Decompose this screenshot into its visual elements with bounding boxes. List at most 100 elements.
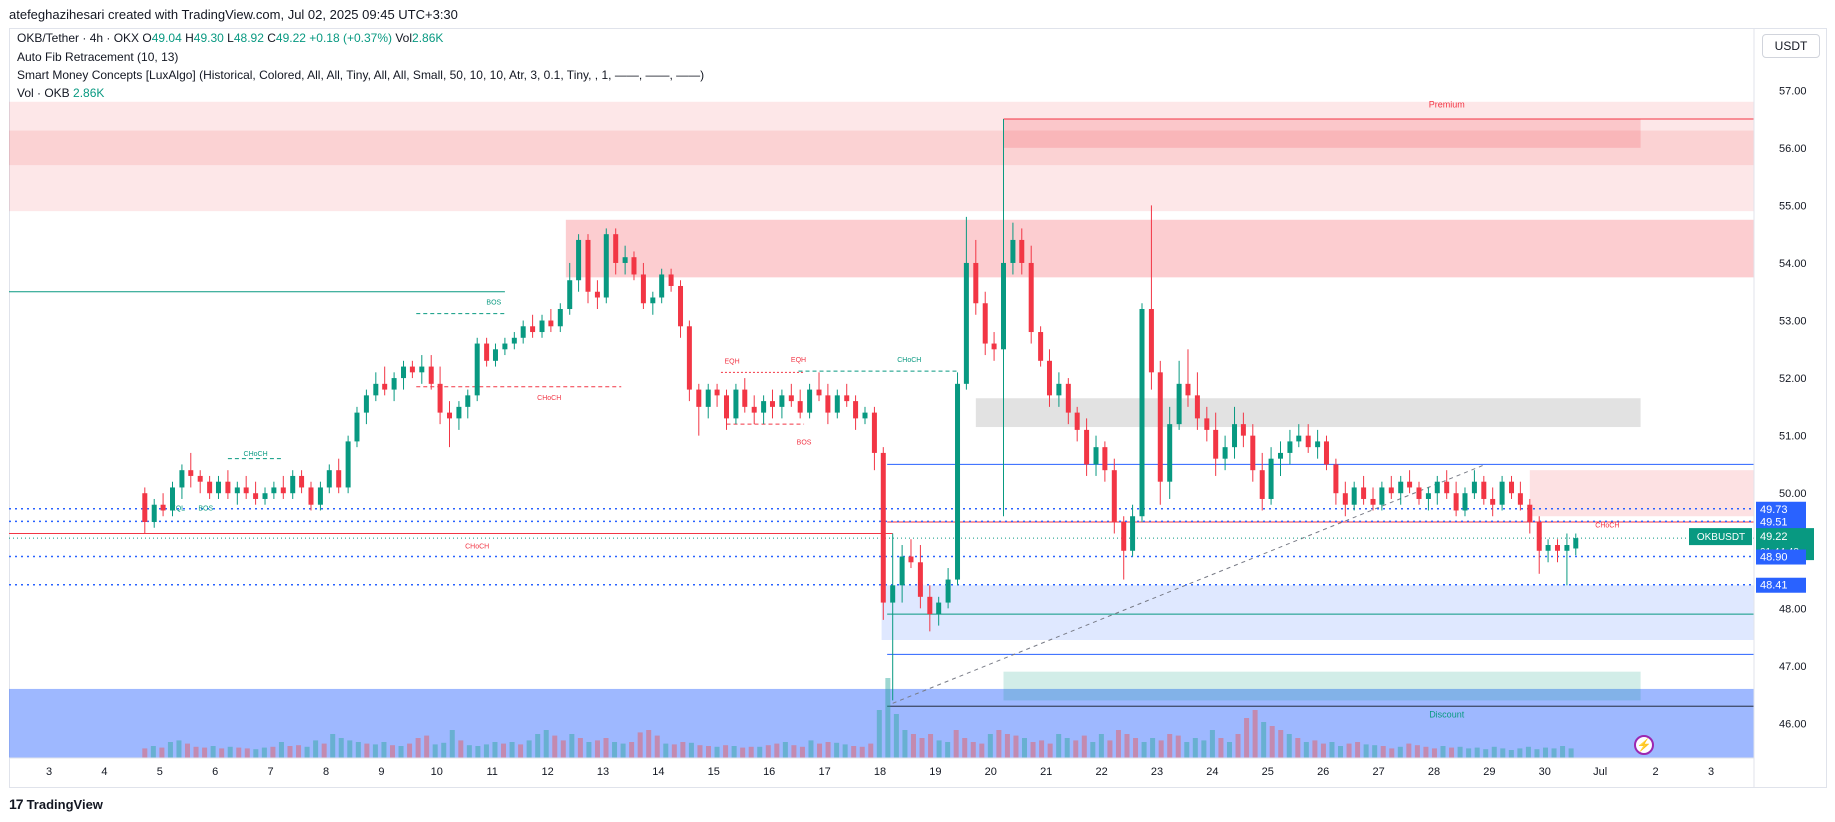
volume-bar — [646, 730, 652, 758]
legend-indicator-fib[interactable]: Auto Fib Retracement (10, 13) — [17, 50, 179, 64]
candle-body — [955, 383, 961, 580]
volume-bar — [304, 746, 310, 758]
candle-body — [243, 487, 249, 494]
candle-body — [1398, 481, 1404, 494]
time-tick-label: 28 — [1428, 766, 1440, 778]
volume-bar — [492, 742, 498, 758]
candle-body — [1028, 262, 1034, 333]
candle-body — [548, 320, 554, 327]
volume-bar — [876, 710, 882, 758]
time-tick-label: 21 — [1040, 766, 1052, 778]
footer-brand[interactable]: 17 TradingView — [9, 796, 103, 812]
volume-bar — [1004, 734, 1010, 758]
supply-zone — [565, 219, 1754, 278]
volume-bar — [1201, 740, 1207, 758]
volume-bar — [928, 734, 934, 758]
candle-body — [1111, 470, 1117, 522]
volume-bar — [466, 745, 472, 758]
volume-bar — [330, 734, 336, 758]
volume-bar — [1269, 726, 1275, 758]
lightning-icon[interactable]: ⚡ — [1634, 735, 1654, 755]
volume-bar — [1244, 718, 1250, 758]
legend-volume-line[interactable]: Vol · OKB 2.86K — [17, 86, 104, 100]
volume-bar — [1286, 734, 1292, 758]
demand-zone — [881, 585, 1754, 640]
time-tick-label: 5 — [157, 766, 163, 778]
candle-body — [622, 257, 628, 263]
candle-body — [797, 401, 803, 413]
time-tick-label: 14 — [652, 766, 664, 778]
volume-bar — [1047, 743, 1053, 758]
candle-body — [807, 389, 813, 413]
volume-bar — [253, 749, 259, 758]
candle-body — [188, 470, 194, 476]
time-tick-label: 22 — [1095, 766, 1107, 778]
candle-body — [751, 406, 757, 413]
candle-body — [1305, 435, 1311, 448]
candle-body — [1046, 360, 1052, 396]
volume-bar — [287, 746, 293, 758]
candle-body — [437, 383, 443, 413]
volume-bar — [1252, 710, 1258, 758]
volume-bar — [953, 730, 959, 758]
volume-bar — [945, 742, 951, 758]
volume-bar — [1491, 746, 1497, 758]
volume-bar — [483, 744, 489, 758]
structure-label: CHoCH — [244, 451, 268, 458]
volume-bar — [296, 745, 302, 758]
level-price-label: 48.90 — [1760, 552, 1788, 564]
candle-body — [1379, 487, 1385, 505]
volume-bar — [1423, 746, 1429, 758]
structure-label: CHoCH — [1595, 523, 1619, 530]
candle-body — [1074, 412, 1080, 430]
candle-body — [603, 234, 609, 298]
candle-body — [474, 343, 480, 396]
candle-body — [539, 320, 545, 333]
time-tick-label: 6 — [212, 766, 218, 778]
volume-bar — [1133, 738, 1139, 758]
volume-bar — [509, 742, 515, 758]
time-tick-label: 12 — [541, 766, 553, 778]
price-tick-label: 57.00 — [1779, 85, 1807, 97]
volume-bar — [1363, 744, 1369, 758]
volume-bar — [193, 746, 199, 758]
legend-indicator-smc[interactable]: Smart Money Concepts [LuxAlgo] (Historic… — [17, 68, 705, 82]
candle-body — [1019, 239, 1025, 263]
volume-bar — [987, 734, 993, 758]
candle-body — [419, 366, 425, 373]
candle-body — [973, 262, 979, 304]
currency-button[interactable]: USDT — [1762, 34, 1820, 58]
candle-body — [1222, 447, 1228, 459]
volume-bar — [1056, 734, 1062, 758]
candle-body — [631, 257, 637, 275]
volume-bar — [535, 734, 541, 758]
price-chart[interactable]: PremiumEquilibriumDiscountBOSCHoCHEQLBOS… — [9, 28, 1819, 788]
legend-symbol[interactable]: OKB/Tether · 4h · OKX — [17, 31, 140, 45]
volume-bar — [1534, 749, 1540, 758]
time-tick-label: 23 — [1151, 766, 1163, 778]
legend-o-label: O — [142, 31, 152, 45]
volume-bar — [1414, 745, 1420, 758]
symbol-tag-label: OKBUSDT — [1697, 532, 1745, 543]
legend-l-value: 48.92 — [233, 31, 264, 45]
candle-body — [373, 383, 379, 396]
candle-body — [401, 366, 407, 379]
volume-bar — [603, 738, 609, 758]
candle-body — [207, 481, 213, 494]
candle-body — [1130, 516, 1136, 551]
candle-body — [779, 395, 785, 407]
volume-bar — [1081, 735, 1087, 758]
candle-body — [197, 475, 203, 482]
volume-bar — [219, 748, 225, 758]
volume-bar — [560, 740, 566, 758]
candle-body — [1065, 383, 1071, 413]
candle-body — [927, 596, 933, 615]
candle-body — [678, 285, 684, 327]
candle-body — [530, 326, 536, 333]
candle-body — [271, 487, 277, 494]
structure-label: CHoCH — [897, 357, 921, 364]
time-tick-label: 27 — [1372, 766, 1384, 778]
volume-bar — [1073, 740, 1079, 758]
volume-bar — [1167, 734, 1173, 758]
volume-bar — [1184, 742, 1190, 758]
